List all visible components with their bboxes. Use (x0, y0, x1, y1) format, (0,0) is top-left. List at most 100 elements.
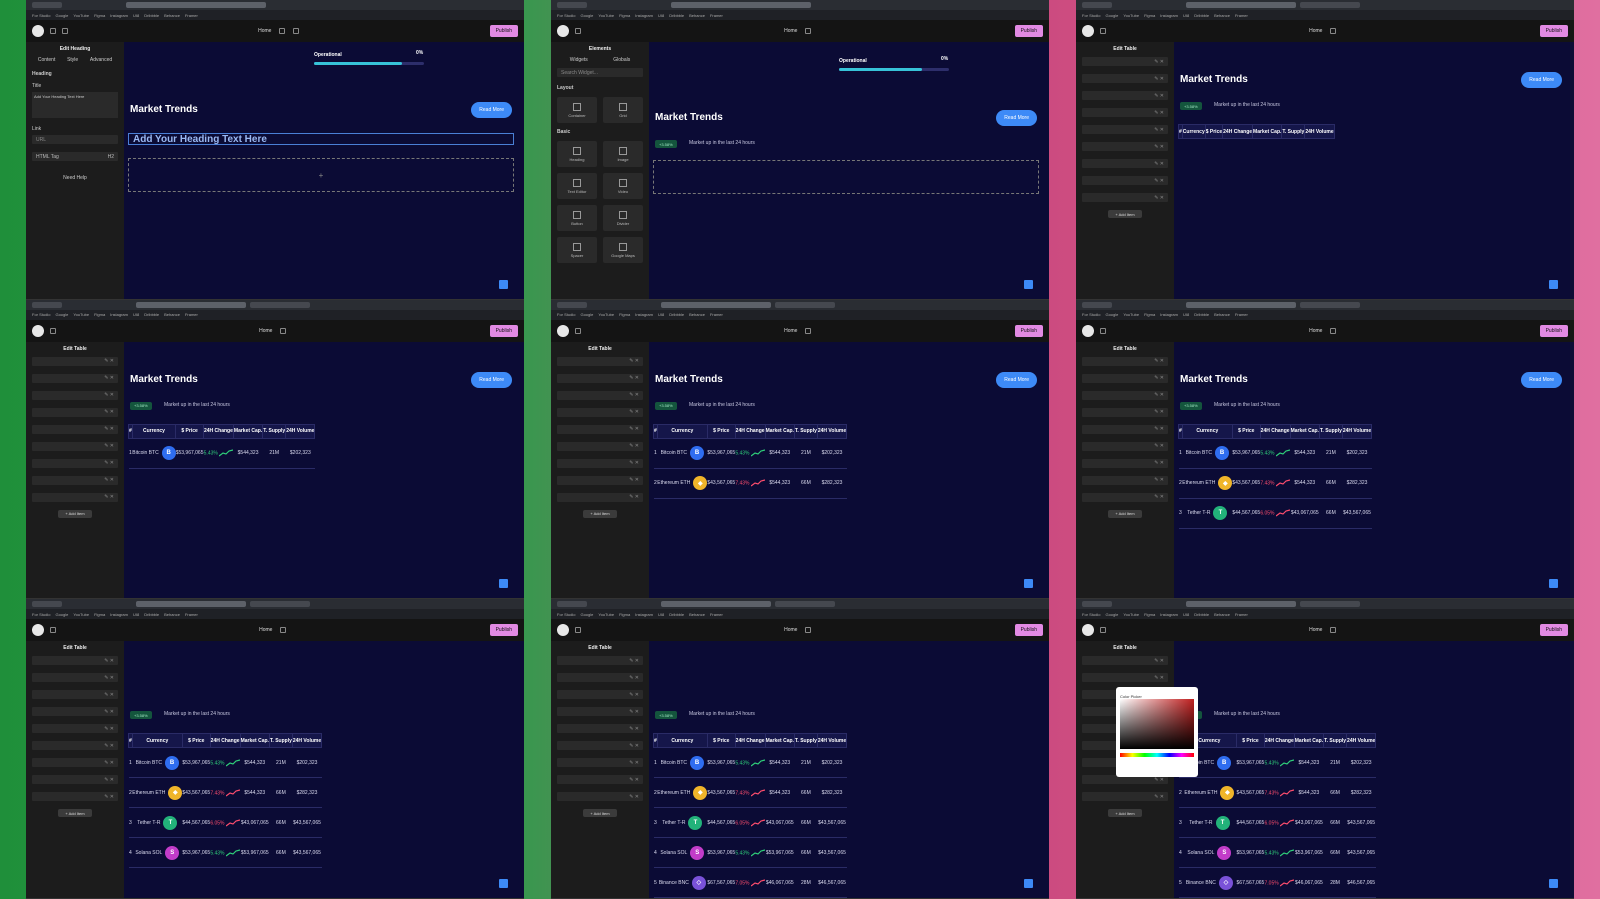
table-item-row[interactable]: ✎ ✕ (1082, 656, 1168, 666)
bookmark-item[interactable]: Google (1105, 12, 1119, 18)
table-item-row[interactable]: ✎ ✕ (32, 673, 118, 683)
editor-logo-icon[interactable] (1082, 324, 1094, 337)
publish-button[interactable]: Publish (1539, 624, 1568, 637)
editor-logo-icon[interactable] (557, 25, 569, 37)
page-selector[interactable]: Home (784, 327, 798, 334)
bookmark-item[interactable]: Figma (94, 12, 106, 18)
page-selector[interactable]: Home (1309, 327, 1323, 334)
bookmark-item[interactable]: Google (580, 312, 594, 318)
table-item-row[interactable]: ✎ ✕ (557, 458, 643, 468)
tab-advanced[interactable]: Advanced (89, 57, 113, 63)
table-item-row[interactable]: ✎ ✕ (32, 458, 118, 468)
desktop-icon[interactable] (1330, 28, 1337, 34)
section-heading[interactable]: Heading (32, 71, 52, 77)
table-item-row[interactable]: ✎ ✕ (1082, 91, 1168, 100)
bookmark-item[interactable]: YouTube (598, 611, 615, 617)
add-element-icon[interactable] (1100, 28, 1106, 34)
table-item-row[interactable]: ✎ ✕ (557, 656, 643, 666)
editor-logo-icon[interactable] (1082, 624, 1094, 637)
table-item-row[interactable]: ✎ ✕ (557, 407, 643, 417)
bookmark-item[interactable]: Instagram (635, 12, 653, 18)
heading-placeholder[interactable]: Add Your Heading Text Here (128, 133, 514, 145)
bookmark-item[interactable]: Dribbble (1194, 611, 1210, 617)
bookmark-item[interactable]: Google (1105, 312, 1119, 318)
bookmark-item[interactable]: UI8 (1183, 312, 1190, 318)
table-item-row[interactable]: ✎ ✕ (557, 673, 643, 683)
bookmark-item[interactable]: Instagram (110, 312, 128, 318)
page-selector[interactable]: Home (1309, 28, 1323, 34)
table-item-row[interactable]: ✎ ✕ (32, 792, 118, 802)
table-item-row[interactable]: ✎ ✕ (1082, 492, 1168, 502)
bookmark-item[interactable]: Framer (184, 312, 198, 318)
desktop-icon[interactable] (279, 28, 286, 34)
table-item-row[interactable]: ✎ ✕ (1082, 775, 1168, 785)
read-more-button[interactable]: Read More (1521, 72, 1562, 88)
page-selector[interactable]: Home (259, 627, 273, 634)
desktop-icon[interactable] (805, 327, 812, 334)
scroll-top-button[interactable] (1024, 878, 1033, 888)
add-element-icon[interactable] (575, 28, 581, 34)
widget-spacer[interactable]: Spacer (557, 237, 597, 263)
read-more-button[interactable]: Read More (1521, 371, 1562, 388)
table-item-row[interactable]: ✎ ✕ (32, 656, 118, 666)
drop-zone[interactable]: + (128, 158, 514, 192)
bookmark-item[interactable]: Figma (94, 611, 106, 617)
bookmark-item[interactable]: For Studio (32, 312, 51, 318)
bookmark-item[interactable]: Dribbble (1194, 12, 1210, 18)
bookmark-item[interactable]: Google (580, 611, 594, 617)
desktop-icon[interactable] (805, 28, 812, 34)
editor-logo-icon[interactable] (32, 25, 44, 37)
scroll-top-button[interactable] (1024, 279, 1033, 289)
bookmark-item[interactable]: Dribbble (144, 611, 160, 617)
table-item-row[interactable]: ✎ ✕ (557, 424, 643, 434)
table-item-row[interactable]: ✎ ✕ (557, 475, 643, 485)
table-item-row[interactable]: ✎ ✕ (1082, 57, 1168, 66)
table-item-row[interactable]: ✎ ✕ (1082, 193, 1168, 202)
table-item-row[interactable]: ✎ ✕ (1082, 792, 1168, 802)
scroll-top-button[interactable] (499, 878, 508, 888)
table-item-row[interactable]: ✎ ✕ (1082, 74, 1168, 83)
table-item-row[interactable]: ✎ ✕ (1082, 373, 1168, 383)
bookmark-item[interactable]: Framer (184, 611, 198, 617)
bookmark-item[interactable]: Dribbble (144, 312, 160, 318)
bookmark-item[interactable]: Dribbble (669, 611, 685, 617)
bookmark-item[interactable]: Instagram (1160, 611, 1178, 617)
widget-grid[interactable]: Grid (603, 97, 643, 123)
bookmark-item[interactable]: UI8 (133, 12, 140, 18)
bookmark-item[interactable]: For Studio (1082, 12, 1101, 18)
section-basic[interactable]: Basic (557, 129, 571, 135)
read-more-button[interactable]: Read More (471, 102, 512, 118)
tab-widgets[interactable]: Widgets (569, 57, 588, 63)
table-item-row[interactable]: ✎ ✕ (557, 690, 643, 700)
add-element-icon[interactable] (50, 627, 56, 634)
bookmark-item[interactable]: YouTube (1123, 611, 1140, 617)
publish-button[interactable]: Publish (1539, 324, 1568, 337)
table-item-row[interactable]: ✎ ✕ (32, 475, 118, 485)
bookmark-item[interactable]: Behance (164, 12, 180, 18)
table-item-row[interactable]: ✎ ✕ (557, 741, 643, 751)
table-item-row[interactable]: ✎ ✕ (557, 792, 643, 802)
widget-text-editor[interactable]: Text Editor (557, 173, 597, 199)
bookmark-item[interactable]: Figma (619, 611, 631, 617)
table-item-row[interactable]: ✎ ✕ (1082, 407, 1168, 417)
bookmark-item[interactable]: For Studio (557, 12, 576, 18)
bookmark-item[interactable]: Framer (1234, 611, 1248, 617)
bookmark-item[interactable]: For Studio (1082, 312, 1101, 318)
bookmark-item[interactable]: UI8 (658, 611, 665, 617)
table-item-row[interactable]: ✎ ✕ (1082, 356, 1168, 366)
desktop-icon[interactable] (1330, 327, 1337, 334)
desktop-icon[interactable] (805, 627, 812, 634)
hue-slider[interactable] (1120, 753, 1194, 758)
bookmark-item[interactable]: Figma (1144, 312, 1156, 318)
table-item-row[interactable]: ✎ ✕ (32, 775, 118, 785)
tablet-icon[interactable] (293, 28, 300, 34)
bookmark-item[interactable]: UI8 (658, 312, 665, 318)
scroll-top-button[interactable] (1549, 878, 1558, 888)
bookmark-item[interactable]: Figma (1144, 611, 1156, 617)
add-item-button[interactable]: + Add Item (583, 809, 617, 818)
widget-google-maps[interactable]: Google Maps (603, 237, 643, 263)
publish-button[interactable]: Publish (489, 624, 518, 637)
table-item-row[interactable]: ✎ ✕ (1082, 673, 1168, 683)
need-help-link[interactable]: Need Help (63, 175, 87, 181)
color-picker[interactable]: Color Picker (1116, 687, 1198, 778)
